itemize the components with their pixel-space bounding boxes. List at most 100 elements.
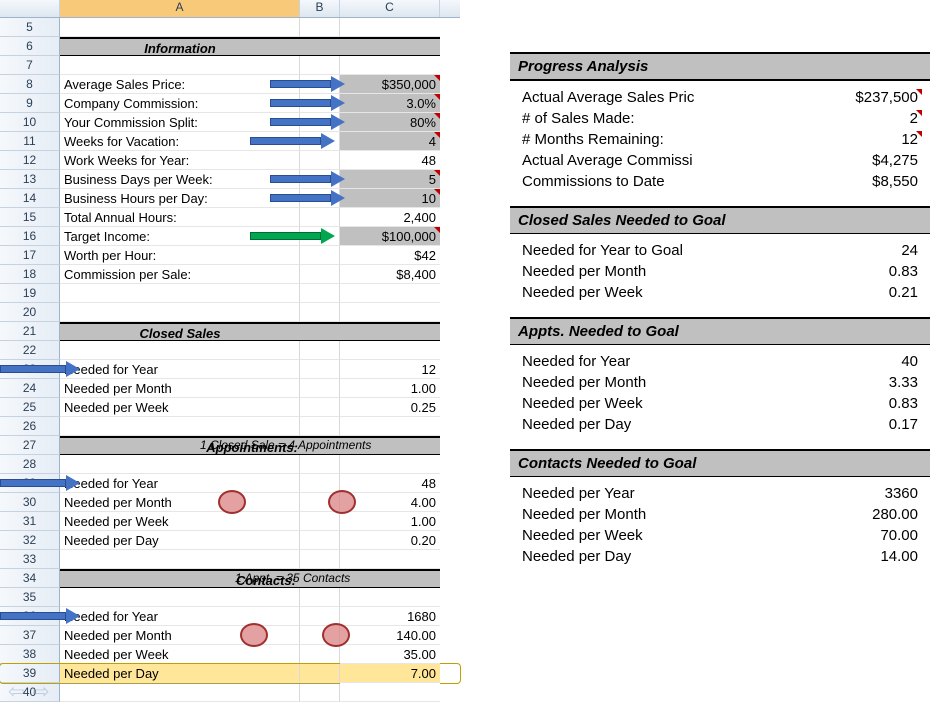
cell-b24[interactable]	[300, 379, 340, 398]
grid-body[interactable]: 56Information78Average Sales Price:$350,…	[0, 18, 460, 702]
cell-c21[interactable]	[340, 322, 440, 341]
cell-c10[interactable]: 80%	[340, 113, 440, 132]
cell-a21[interactable]: Closed Sales	[60, 322, 300, 341]
cell-c16[interactable]: $100,000	[340, 227, 440, 246]
cell-a10[interactable]: Your Commission Split:	[60, 113, 300, 132]
cell-a13[interactable]: Business Days per Week:	[60, 170, 300, 189]
cell-b22[interactable]	[300, 341, 340, 360]
cell-c15[interactable]: 2,400	[340, 208, 440, 227]
cell-a19[interactable]	[60, 284, 300, 303]
cell-b15[interactable]	[300, 208, 340, 227]
cell-c11[interactable]: 4	[340, 132, 440, 151]
cell-c6[interactable]	[340, 37, 440, 56]
row-header-5[interactable]: 5	[0, 18, 60, 37]
cell-b28[interactable]	[300, 455, 340, 474]
row-header-30[interactable]: 30	[0, 493, 60, 512]
cell-a25[interactable]: Needed per Week	[60, 398, 300, 417]
cell-c39[interactable]: 7.00	[340, 664, 440, 683]
cell-c38[interactable]: 35.00	[340, 645, 440, 664]
cell-b18[interactable]	[300, 265, 340, 284]
cell-a14[interactable]: Business Hours per Day:	[60, 189, 300, 208]
cell-b23[interactable]	[300, 360, 340, 379]
cell-c7[interactable]	[340, 56, 440, 75]
cell-b6[interactable]	[300, 37, 340, 56]
cell-c29[interactable]: 48	[340, 474, 440, 493]
cell-b12[interactable]	[300, 151, 340, 170]
cell-c14[interactable]: 10	[340, 189, 440, 208]
cell-c32[interactable]: 0.20	[340, 531, 440, 550]
sheet-nav-arrows[interactable]: ⇦ ⇨	[8, 679, 50, 704]
row-header-37[interactable]: 37	[0, 626, 60, 645]
cell-c5[interactable]	[340, 18, 440, 37]
cell-c23[interactable]: 12	[340, 360, 440, 379]
row-header-28[interactable]: 28	[0, 455, 60, 474]
row-header-20[interactable]: 20	[0, 303, 60, 322]
col-header-c[interactable]: C	[340, 0, 440, 17]
cell-a28[interactable]	[60, 455, 300, 474]
cell-b35[interactable]	[300, 588, 340, 607]
cell-a7[interactable]	[60, 56, 300, 75]
cell-a17[interactable]: Worth per Hour:	[60, 246, 300, 265]
cell-b32[interactable]	[300, 531, 340, 550]
cell-a33[interactable]	[60, 550, 300, 569]
cell-a15[interactable]: Total Annual Hours:	[60, 208, 300, 227]
row-header-16[interactable]: 16	[0, 227, 60, 246]
cell-a18[interactable]: Commission per Sale:	[60, 265, 300, 284]
cell-a24[interactable]: Needed per Month	[60, 379, 300, 398]
row-header-17[interactable]: 17	[0, 246, 60, 265]
cell-a8[interactable]: Average Sales Price:	[60, 75, 300, 94]
cell-a40[interactable]	[60, 683, 300, 702]
cell-a35[interactable]	[60, 588, 300, 607]
cell-c18[interactable]: $8,400	[340, 265, 440, 284]
cell-b31[interactable]	[300, 512, 340, 531]
cell-a39[interactable]: Needed per Day	[60, 664, 300, 683]
cell-c35[interactable]	[340, 588, 440, 607]
cell-a38[interactable]: Needed per Week	[60, 645, 300, 664]
col-header-b[interactable]: B	[300, 0, 340, 17]
cell-a26[interactable]	[60, 417, 300, 436]
row-header-33[interactable]: 33	[0, 550, 60, 569]
cell-c28[interactable]	[340, 455, 440, 474]
row-header-22[interactable]: 22	[0, 341, 60, 360]
row-header-26[interactable]: 26	[0, 417, 60, 436]
cell-c31[interactable]: 1.00	[340, 512, 440, 531]
prev-arrow-icon[interactable]: ⇦	[8, 679, 25, 704]
row-header-21[interactable]: 21	[0, 322, 60, 341]
row-header-31[interactable]: 31	[0, 512, 60, 531]
row-header-12[interactable]: 12	[0, 151, 60, 170]
select-all-corner[interactable]	[0, 0, 60, 17]
cell-b40[interactable]	[300, 683, 340, 702]
row-header-8[interactable]: 8	[0, 75, 60, 94]
row-header-11[interactable]: 11	[0, 132, 60, 151]
cell-c24[interactable]: 1.00	[340, 379, 440, 398]
cell-b19[interactable]	[300, 284, 340, 303]
cell-c40[interactable]	[340, 683, 440, 702]
row-header-18[interactable]: 18	[0, 265, 60, 284]
cell-c19[interactable]	[340, 284, 440, 303]
row-header-24[interactable]: 24	[0, 379, 60, 398]
cell-c9[interactable]: 3.0%	[340, 94, 440, 113]
cell-c36[interactable]: 1680	[340, 607, 440, 626]
cell-b21[interactable]	[300, 322, 340, 341]
cell-a5[interactable]	[60, 18, 300, 37]
cell-b26[interactable]	[300, 417, 340, 436]
cell-a22[interactable]	[60, 341, 300, 360]
row-header-34[interactable]: 34	[0, 569, 60, 588]
cell-a29[interactable]: Needed for Year	[60, 474, 300, 493]
row-header-25[interactable]: 25	[0, 398, 60, 417]
cell-a36[interactable]: Needed for Year	[60, 607, 300, 626]
row-header-9[interactable]: 9	[0, 94, 60, 113]
cell-a20[interactable]	[60, 303, 300, 322]
cell-b25[interactable]	[300, 398, 340, 417]
row-header-10[interactable]: 10	[0, 113, 60, 132]
cell-b5[interactable]	[300, 18, 340, 37]
cell-a6[interactable]: Information	[60, 37, 300, 56]
row-header-19[interactable]: 19	[0, 284, 60, 303]
cell-b7[interactable]	[300, 56, 340, 75]
cell-b29[interactable]	[300, 474, 340, 493]
row-header-6[interactable]: 6	[0, 37, 60, 56]
cell-c17[interactable]: $42	[340, 246, 440, 265]
row-header-27[interactable]: 27	[0, 436, 60, 455]
cell-a31[interactable]: Needed per Week	[60, 512, 300, 531]
row-header-32[interactable]: 32	[0, 531, 60, 550]
